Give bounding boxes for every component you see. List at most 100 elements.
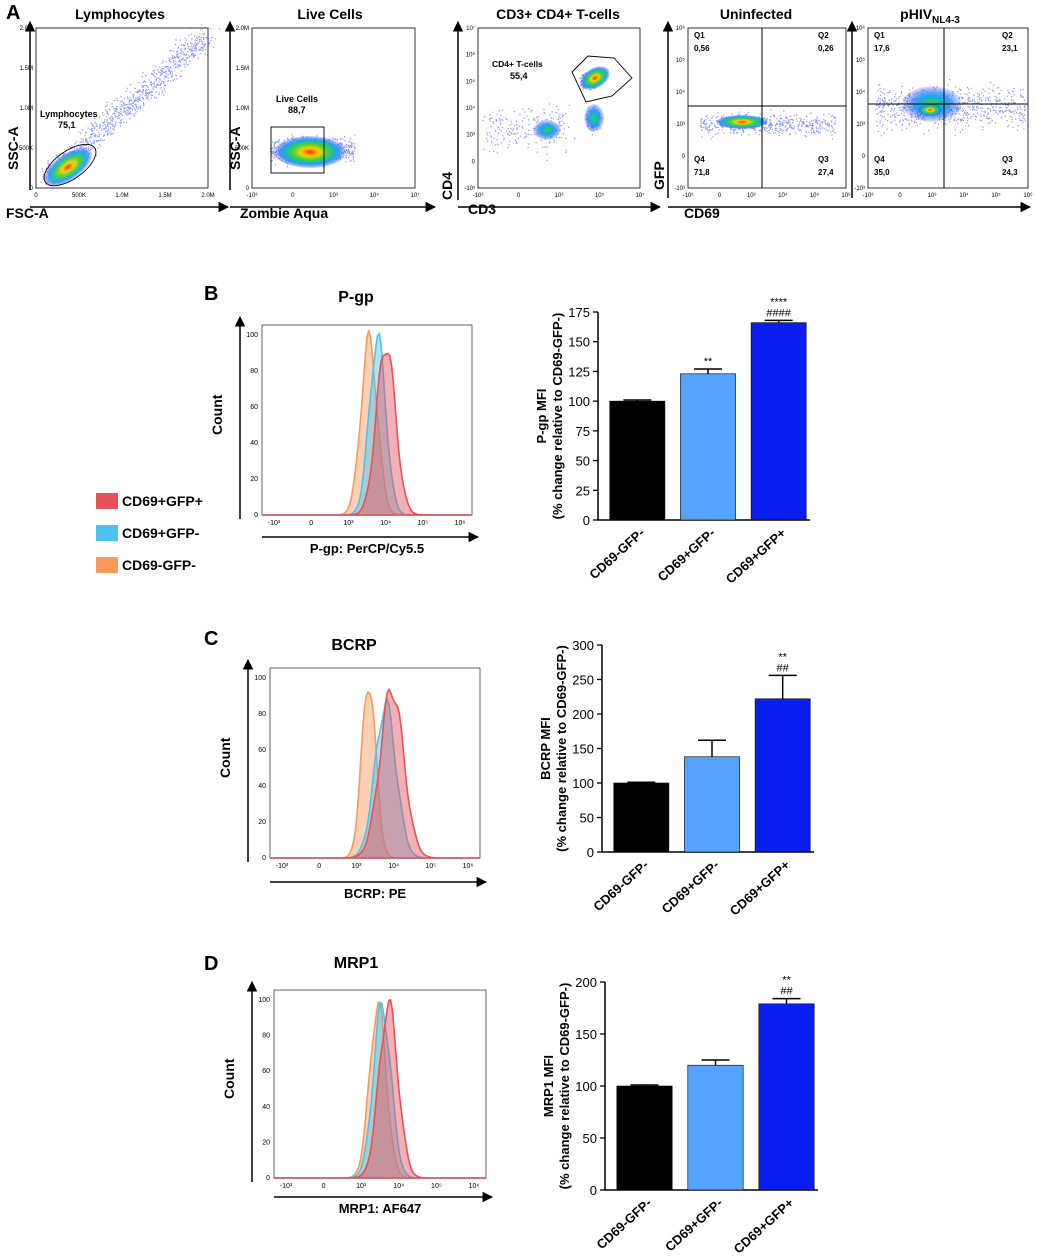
- svg-text:Q3: Q3: [818, 155, 829, 164]
- x-tick-label: 0: [718, 193, 722, 199]
- gate-value: 88,7: [288, 105, 306, 115]
- y-tick-label: 0: [30, 186, 34, 192]
- histogram-curve-cd69neggfpneg: [262, 352, 472, 516]
- y-tick-label: 10⁶: [856, 25, 866, 32]
- significance-label: ##: [777, 662, 790, 674]
- histogram-x-label: BCRP: PE: [344, 886, 406, 901]
- bar-y-label-1: MRP1 MFI: [541, 1055, 556, 1117]
- bar-y-tick: 175: [568, 305, 590, 320]
- panel-a-label: A: [6, 2, 20, 24]
- bar-y-tick: 150: [575, 1027, 597, 1042]
- x-tick-label: 0: [34, 193, 38, 199]
- x-tick-label: 10⁶: [1023, 192, 1033, 199]
- hist-y-tick: 20: [258, 819, 266, 826]
- x-tick-label: 1.5M: [158, 193, 171, 199]
- significance-label: **: [782, 975, 791, 987]
- y-tick-label: 500K: [19, 146, 33, 152]
- y-tick-label: 10³: [466, 133, 475, 139]
- bar-y-tick: 50: [576, 454, 590, 469]
- bar-y-label-2: (% change relative to CD69-GFP-): [557, 983, 572, 1190]
- svg-text:Q4: Q4: [874, 155, 885, 164]
- y-tick-label: 2.0M: [236, 26, 249, 32]
- bar-y-label-1: BCRP MFI: [538, 717, 553, 780]
- plot-title: CD3+ CD4+ T-cells: [496, 6, 620, 22]
- legend-swatch: [96, 525, 118, 541]
- svg-text:27,4: 27,4: [818, 168, 834, 177]
- bar-y-tick: 100: [575, 1079, 597, 1094]
- gate-name: Lymphocytes: [40, 109, 98, 119]
- hist-x-tick: 10⁶: [455, 520, 466, 527]
- hist-y-tick: 20: [250, 476, 258, 483]
- x-axis-label: Zombie Aqua: [240, 205, 328, 221]
- hist-x-tick: 0: [322, 1183, 326, 1190]
- panel-label: B: [204, 283, 218, 305]
- y-tick-label: 10⁷: [466, 25, 475, 32]
- svg-text:24,3: 24,3: [1002, 168, 1018, 177]
- bar-category-label: CD69+GFP-: [655, 525, 718, 584]
- bar-y-tick: 50: [583, 1131, 597, 1146]
- y-tick-label: -10³: [464, 186, 475, 192]
- bar-category-label: CD69-GFP-: [590, 857, 651, 914]
- legend-swatch: [96, 557, 118, 573]
- x-tick-label: 10⁷: [636, 192, 645, 199]
- hist-x-tick: 10³: [356, 1183, 367, 1190]
- bar-y-tick: 50: [580, 811, 594, 826]
- histogram-x-label: MRP1: AF647: [339, 1201, 422, 1216]
- flow-plot-uninfected: Uninfected Q1 0,56 Q2 0,26 Q4 71,8 Q3 27…: [651, 6, 847, 198]
- bar-cd69neggfpneg: [613, 782, 670, 853]
- y-axis-label: GFP: [651, 161, 667, 190]
- svg-text:71,8: 71,8: [694, 168, 710, 177]
- gate-value: 75,1: [58, 120, 76, 130]
- plot-title: Lymphocytes: [75, 6, 165, 22]
- legend-label: CD69-GFP-: [122, 557, 196, 573]
- bar-cd69posgfpneg: [680, 373, 736, 521]
- bar-category-label: CD69+GFP+: [723, 525, 789, 587]
- bar-cd69posgfppos: [758, 1003, 815, 1191]
- bar-y-tick: 100: [568, 394, 590, 409]
- hist-y-tick: 80: [250, 368, 258, 375]
- bar-category-label: CD69+GFP+: [727, 857, 793, 919]
- bar-cd69posgfpneg: [687, 1064, 744, 1191]
- x-tick-label: 10⁵: [991, 192, 1001, 199]
- panel-b: B P-gp Count 0 20 40 60 80 100 -10³ 0 10³ 10⁴ 10⁵ 10⁶ P…: [204, 283, 810, 587]
- y-tick-label: 500K: [235, 146, 249, 152]
- plot-title: Uninfected: [720, 6, 792, 22]
- hist-y-tick: 80: [258, 711, 266, 718]
- x-tick-label: 10³: [329, 193, 338, 199]
- hist-y-tick: 20: [262, 1139, 270, 1146]
- panel-label: D: [204, 953, 218, 975]
- x-axis-label-cd69: CD69: [684, 205, 720, 221]
- hist-x-tick: 10³: [343, 520, 354, 527]
- bar-y-tick: 150: [572, 742, 594, 757]
- bar-cd69neggfpneg: [616, 1085, 673, 1191]
- x-tick-label: 10⁷: [411, 192, 420, 199]
- flow-plot-live-cells: Live Cells Live Cells 88,7 SSC-A Zombie …: [224, 6, 437, 221]
- y-tick-label: 0: [246, 186, 250, 192]
- x-tick-label: 10⁴: [959, 192, 969, 199]
- hist-y-tick: 0: [254, 512, 258, 519]
- bar-y-tick: 125: [568, 364, 590, 379]
- bar-y-tick: 0: [587, 845, 594, 860]
- count-label: Count: [221, 1058, 237, 1099]
- svg-text:Q1: Q1: [694, 31, 705, 40]
- bar-cd69posgfpneg: [684, 756, 740, 853]
- y-axis-label: CD4: [439, 172, 455, 200]
- y-tick-label: 10⁵: [856, 57, 866, 64]
- y-axis-label: SSC-A: [5, 126, 21, 170]
- significance-label: **: [704, 356, 713, 368]
- gate-name: Live Cells: [276, 94, 318, 104]
- hist-x-tick: -10³: [268, 520, 281, 527]
- hist-y-tick: 100: [246, 332, 258, 339]
- bar-category-label: CD69+GFP-: [662, 1195, 725, 1254]
- svg-text:0,56: 0,56: [694, 44, 710, 53]
- gate-name: CD4+ T-cells: [492, 59, 543, 69]
- x-tick-label: 10⁵: [370, 192, 380, 199]
- plot-title: Live Cells: [297, 6, 363, 22]
- y-tick-label: 10⁴: [856, 89, 866, 96]
- svg-text:Q2: Q2: [818, 31, 829, 40]
- hist-y-tick: 0: [262, 855, 266, 862]
- hist-y-tick: 100: [258, 997, 270, 1004]
- svg-text:23,1: 23,1: [1002, 44, 1018, 53]
- x-tick-label: 0: [898, 193, 902, 199]
- hist-x-tick: 10⁵: [417, 520, 428, 527]
